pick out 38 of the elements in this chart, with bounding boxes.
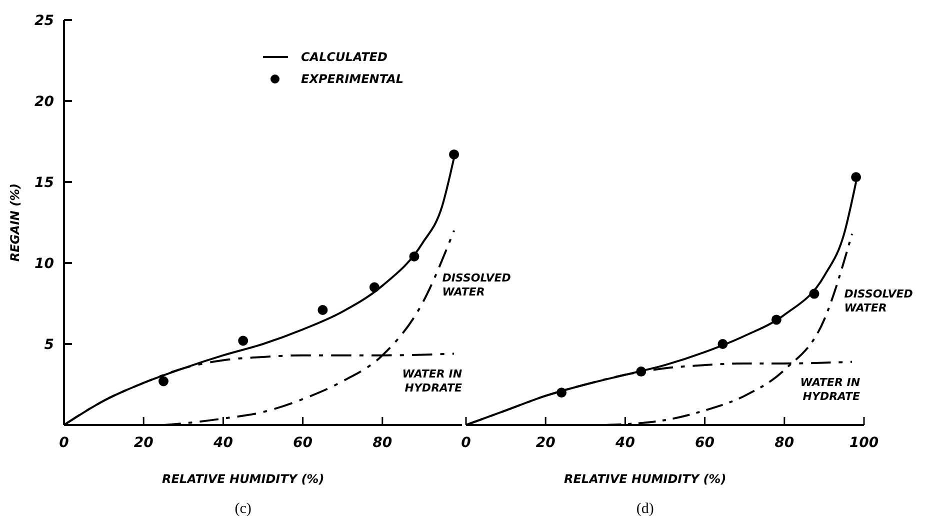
x-axis-title: RELATIVE HUMIDITY (%) [162,472,324,486]
legend-label: EXPERIMENTAL [301,72,404,86]
legend-label: CALCULATED [301,50,388,64]
x-tick-label: 0 [59,435,70,451]
point [318,304,328,315]
x-tick-label: 40 [212,435,234,451]
x-axis-title: RELATIVE HUMIDITY (%) [564,472,726,486]
x-tick-label: 80 [372,435,392,451]
point [851,172,862,182]
x-tick-label: 40 [614,435,636,451]
text: (c) [234,501,252,517]
text: (d) [636,501,654,517]
x-tick-label: 60 [293,435,313,451]
x-tick-label: 20 [134,435,154,451]
series-label: WATER IN HYDRATE [800,376,861,403]
point [718,339,728,349]
series-label: DISSOLVED WATER [844,288,913,315]
x-tick-label: 0 [461,435,472,451]
y-tick-label: 5 [44,336,54,353]
y-tick-label: 20 [34,94,54,110]
y-tick-label: 10 [34,256,54,272]
point [809,288,820,299]
y-tick-label: 25 [34,12,54,29]
x-tick-label: 80 [774,435,794,451]
point [158,376,168,386]
point [409,252,420,262]
point [369,282,380,292]
point [238,336,248,346]
x-tick-label: 100 [849,435,879,451]
point [556,388,567,398]
series-label: DISSOLVED WATER [442,272,511,298]
point [771,314,782,325]
y-tick-label: 15 [34,174,54,191]
x-tick-label: 60 [695,435,715,451]
y-axis-title: REGAIN (%) [8,183,22,262]
point [449,149,460,160]
series-label: WATER IN HYDRATE [402,368,463,395]
x-tick-label: 20 [536,435,556,451]
